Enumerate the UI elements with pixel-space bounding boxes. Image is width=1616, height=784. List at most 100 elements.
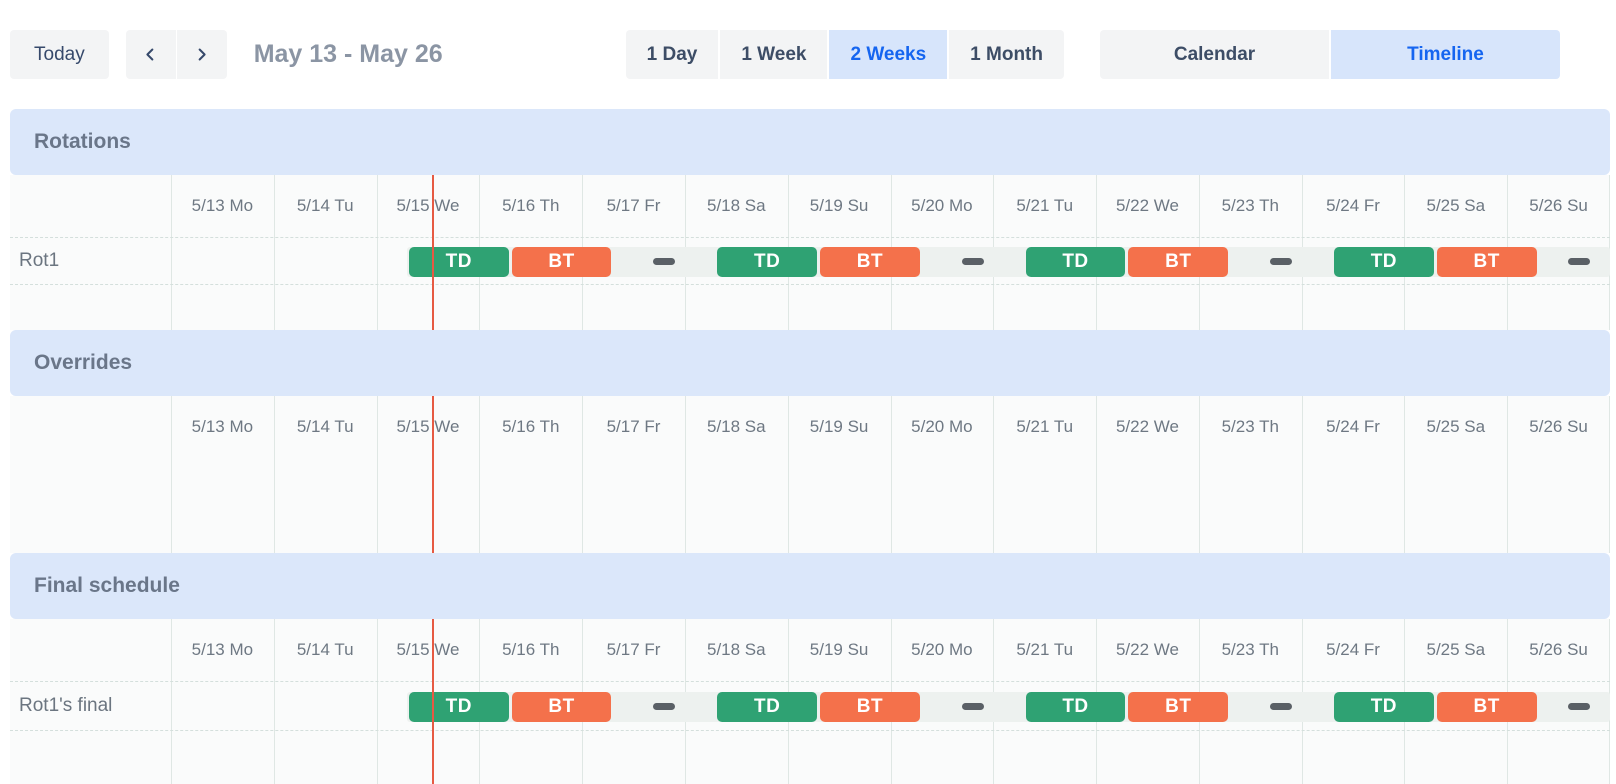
date-header-cell: 5/16 Th	[502, 196, 560, 215]
grid-column-line	[1404, 396, 1406, 553]
shift-bar-bt[interactable]: BT	[1436, 246, 1537, 277]
grid-column-line	[890, 396, 892, 553]
section-grid-final-schedule: 5/13 Mo 5/14 Tu 5/15 We 5/16 Th 5/17 Fr 5/18 …	[10, 619, 1610, 784]
date-header-cell: 5/14 Tu	[296, 417, 354, 436]
grid-column-line	[376, 619, 378, 784]
zoom-option-2-weeks[interactable]: 2 Weeks	[829, 30, 948, 79]
date-header-cell: 5/25 Sa	[1426, 640, 1486, 659]
date-header-cell: 5/16 Th	[502, 640, 560, 659]
grid-column-line	[787, 396, 789, 553]
date-header-cell: 5/18 Sa	[707, 417, 766, 436]
date-header-cell: 5/26 Su	[1529, 640, 1588, 659]
date-header-cell: 5/14 Tu	[296, 196, 354, 215]
date-header-cell: 5/24 Fr	[1326, 417, 1380, 436]
date-header-cell: 5/26 Su	[1529, 417, 1588, 436]
date-header-cell: 5/13 Mo	[191, 417, 254, 436]
shift-bar-bt[interactable]: BT	[1128, 691, 1229, 722]
date-header-cell: 5/23 Th	[1221, 417, 1279, 436]
chevron-left-icon	[143, 47, 158, 62]
date-range-title: May 13 - May 26	[253, 40, 443, 68]
date-header-row: 5/13 Mo 5/14 Tu 5/15 We 5/16 Th 5/17 Fr 5/18 …	[10, 619, 1610, 681]
shift-bar-td[interactable]: TD	[408, 691, 509, 722]
shift-bar-td[interactable]: TD	[1333, 246, 1434, 277]
shift-bar-td[interactable]: TD	[717, 246, 818, 277]
date-header-cell: 5/25 Sa	[1426, 417, 1486, 436]
date-header-cell: 5/24 Fr	[1326, 640, 1380, 659]
grid-column-line	[1507, 396, 1509, 553]
grid-column-line	[684, 396, 686, 553]
zoom-option-1-week[interactable]: 1 Week	[720, 30, 828, 79]
no-shift-dash	[1568, 258, 1591, 265]
date-header-row: 5/13 Mo 5/14 Tu 5/15 We 5/16 Th 5/17 Fr 5/18 …	[10, 175, 1610, 237]
section-spacer-row	[10, 458, 1610, 553]
date-header-cell: 5/21 Tu	[1016, 417, 1074, 436]
section-grid-rotations: 5/13 Mo 5/14 Tu 5/15 We 5/16 Th 5/17 Fr 5/18 …	[10, 175, 1610, 330]
zoom-option-1-day[interactable]: 1 Day	[625, 30, 719, 79]
date-header-cell: 5/20 Mo	[911, 640, 973, 659]
section-header-overrides: Overrides	[10, 330, 1610, 396]
no-shift-dash	[653, 703, 676, 710]
zoom-level-group: 1 Day 1 Week 2 Weeks 1 Month	[625, 30, 1064, 79]
date-header-cell: 5/19 Su	[809, 417, 869, 436]
shift-bar-bt[interactable]: BT	[1436, 691, 1537, 722]
prev-period-button[interactable]	[125, 30, 176, 79]
grid-column-line	[171, 619, 172, 784]
grid-column-line	[582, 396, 584, 553]
empty-row	[10, 730, 1610, 784]
no-shift-dash	[653, 258, 676, 265]
next-period-button[interactable]	[176, 30, 227, 79]
date-header-cell: 5/13 Mo	[191, 640, 254, 659]
section-grid-overrides: 5/13 Mo 5/14 Tu 5/15 We 5/16 Th 5/17 Fr 5/18 …	[10, 396, 1610, 553]
section-title: Final schedule	[34, 574, 180, 597]
date-header-cell: 5/20 Mo	[911, 196, 973, 215]
grid-column-line	[273, 619, 275, 784]
shift-bar-bt[interactable]: BT	[820, 691, 920, 722]
grid-column-line	[376, 175, 378, 330]
toolbar: Today May 13 - May 26 1 Day 1 Week 2 Weeks…	[0, 0, 1616, 109]
grid-column-line	[479, 396, 481, 553]
date-header-cell: 5/23 Th	[1221, 640, 1279, 659]
section-header-rotations: Rotations	[10, 109, 1610, 175]
shift-bar-td[interactable]: TD	[1025, 246, 1126, 277]
grid-column-line	[1301, 396, 1303, 553]
section-title: Overrides	[34, 351, 133, 374]
shift-bar-td[interactable]: TD	[1025, 691, 1126, 722]
row-label: Rot1	[19, 250, 60, 271]
grid-column-line	[1096, 396, 1098, 553]
shift-bar-bt[interactable]: BT	[1128, 246, 1229, 277]
shift-bar-bt[interactable]: BT	[511, 246, 612, 277]
date-header-cell: 5/18 Sa	[707, 640, 766, 659]
no-shift-dash	[961, 703, 984, 710]
row-label: Rot1's final	[19, 695, 113, 716]
period-nav-group	[125, 30, 227, 79]
view-option-calendar[interactable]: Calendar	[1100, 30, 1329, 79]
today-button[interactable]: Today	[10, 30, 109, 79]
chevron-right-icon	[194, 47, 209, 62]
schedule-timeline: Rotations 5/13 Mo 5/14 Tu 5/15 We 5/16 Th 5/1…	[0, 109, 1616, 784]
date-header-cell: 5/19 Su	[809, 640, 869, 659]
shift-bar-bt[interactable]: BT	[511, 691, 612, 722]
date-header-cell: 5/15 We	[396, 417, 460, 436]
shift-bar-bt[interactable]: BT	[820, 246, 920, 277]
grid-column-line	[171, 396, 172, 553]
date-header-cell: 5/18 Sa	[707, 196, 766, 215]
current-time-indicator	[432, 396, 435, 553]
no-shift-dash	[961, 258, 984, 265]
grid-column-line	[1609, 396, 1610, 553]
shift-bar-td[interactable]: TD	[408, 246, 509, 277]
date-header-cell: 5/22 We	[1115, 417, 1179, 436]
date-header-cell: 5/15 We	[396, 640, 460, 659]
date-header-cell: 5/13 Mo	[191, 196, 254, 215]
view-option-timeline[interactable]: Timeline	[1331, 30, 1560, 79]
current-time-indicator	[432, 619, 435, 784]
section-title: Rotations	[34, 130, 131, 153]
date-header-cell: 5/21 Tu	[1016, 196, 1074, 215]
grid-column-line	[273, 175, 275, 330]
shift-bar-td[interactable]: TD	[717, 691, 818, 722]
zoom-option-1-month[interactable]: 1 Month	[949, 30, 1064, 79]
section-header-final-schedule: Final schedule	[10, 553, 1610, 619]
date-header-cell: 5/17 Fr	[606, 196, 661, 215]
grid-column-line	[993, 396, 995, 553]
shift-bar-td[interactable]: TD	[1333, 691, 1434, 722]
date-header-cell: 5/24 Fr	[1326, 196, 1380, 215]
